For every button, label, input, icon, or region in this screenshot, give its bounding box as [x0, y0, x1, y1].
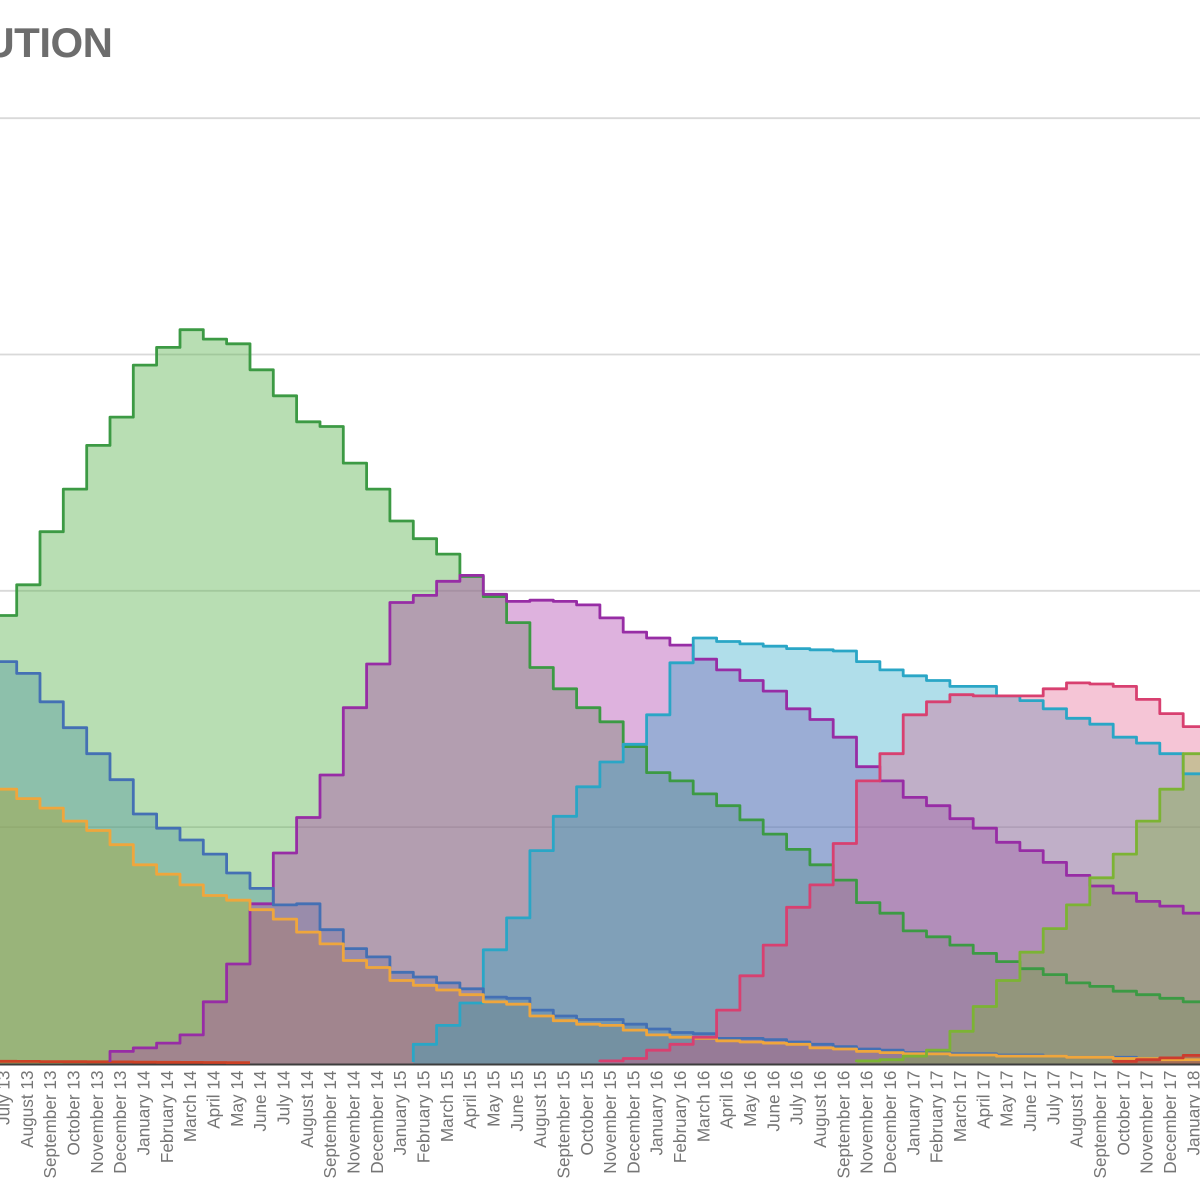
svg-text:April 17: April 17 [973, 1071, 993, 1129]
svg-text:January 16: January 16 [647, 1071, 667, 1156]
svg-text:April 14: April 14 [204, 1070, 224, 1129]
svg-text:October 17: October 17 [1113, 1071, 1133, 1156]
svg-text:September 14: September 14 [320, 1070, 340, 1178]
svg-text:March 14: March 14 [180, 1070, 200, 1142]
svg-text:March 16: March 16 [693, 1071, 713, 1143]
svg-text:May 17: May 17 [997, 1071, 1017, 1127]
svg-text:November 17: November 17 [1137, 1071, 1157, 1174]
svg-text:September 16: September 16 [833, 1071, 853, 1179]
svg-text:August 16: August 16 [810, 1071, 830, 1148]
svg-text:July 17: July 17 [1043, 1071, 1063, 1125]
svg-text:August 17: August 17 [1067, 1071, 1087, 1148]
svg-text:February 17: February 17 [927, 1071, 947, 1164]
svg-text:April 16: April 16 [717, 1071, 737, 1129]
svg-text:September 13: September 13 [40, 1071, 60, 1179]
svg-text:December 13: December 13 [110, 1071, 130, 1174]
svg-text:February 15: February 15 [413, 1071, 433, 1164]
svg-text:January 18: January 18 [1183, 1071, 1200, 1156]
svg-text:June 14: June 14 [250, 1070, 270, 1132]
svg-text:October 13: October 13 [64, 1071, 84, 1156]
svg-text:February 14: February 14 [157, 1070, 177, 1163]
svg-text:May 14: May 14 [227, 1070, 247, 1127]
svg-text:July 14: July 14 [274, 1070, 294, 1125]
svg-text:December 16: December 16 [880, 1071, 900, 1174]
svg-text:March 17: March 17 [950, 1071, 970, 1143]
svg-text:May 16: May 16 [740, 1071, 760, 1127]
svg-text:February 16: February 16 [670, 1071, 690, 1164]
svg-text:September 17: September 17 [1090, 1071, 1110, 1179]
svg-text:July 13: July 13 [0, 1071, 14, 1125]
svg-text:December 14: December 14 [367, 1070, 387, 1174]
svg-text:August 15: August 15 [530, 1071, 550, 1148]
svg-text:January 15: January 15 [390, 1071, 410, 1156]
svg-text:August 13: August 13 [17, 1071, 37, 1148]
svg-text:January 14: January 14 [134, 1070, 154, 1155]
svg-text:November 14: November 14 [343, 1070, 363, 1174]
svg-text:March 15: March 15 [437, 1071, 457, 1143]
svg-text:January 17: January 17 [903, 1071, 923, 1156]
svg-text:June 16: June 16 [763, 1071, 783, 1132]
svg-text:October 15: October 15 [577, 1071, 597, 1156]
svg-text:April 15: April 15 [460, 1071, 480, 1129]
svg-text:June 17: June 17 [1020, 1071, 1040, 1132]
svg-text:July 16: July 16 [787, 1071, 807, 1125]
svg-text:June 15: June 15 [507, 1071, 527, 1132]
svg-text:November 15: November 15 [600, 1071, 620, 1174]
svg-text:ANDROID VERSION DISTRIBUTION: ANDROID VERSION DISTRIBUTION [0, 19, 113, 66]
svg-text:November 16: November 16 [857, 1071, 877, 1174]
svg-text:December 15: December 15 [623, 1071, 643, 1174]
svg-text:November 13: November 13 [87, 1071, 107, 1174]
svg-text:August 14: August 14 [297, 1070, 317, 1148]
svg-text:December 17: December 17 [1160, 1071, 1180, 1174]
svg-text:May 15: May 15 [483, 1071, 503, 1127]
svg-text:September 15: September 15 [553, 1071, 573, 1179]
